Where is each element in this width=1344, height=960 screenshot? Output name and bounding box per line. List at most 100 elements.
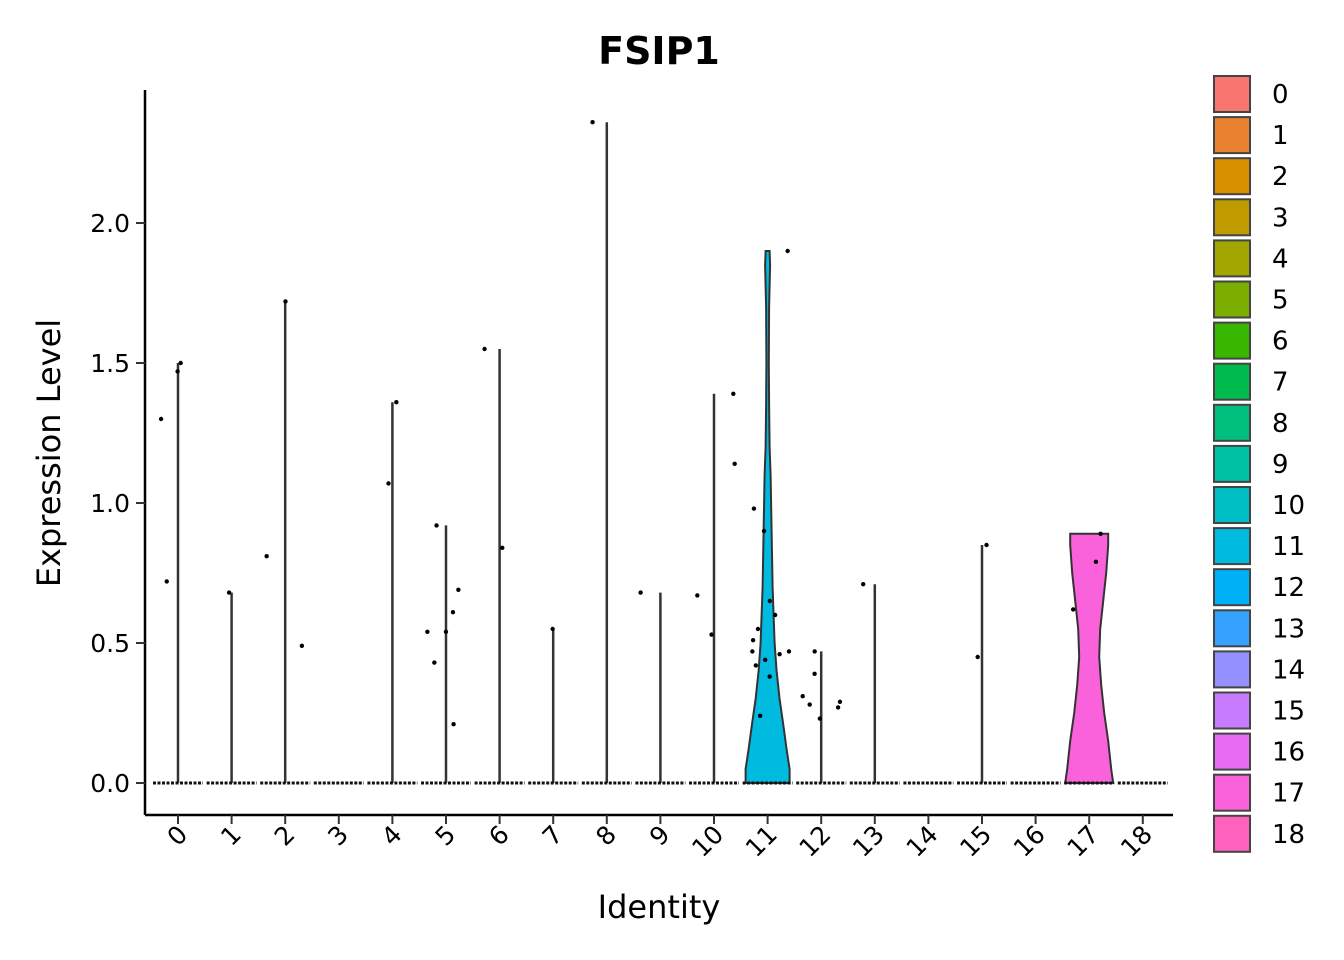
x-tick-label: 5 <box>429 820 461 852</box>
data-point <box>695 593 700 598</box>
data-point <box>456 587 461 592</box>
legend-swatch-12 <box>1213 568 1251 607</box>
y-tick-label: 0.5 <box>90 629 130 658</box>
x-tick-label: 4 <box>376 820 408 852</box>
legend-label-4: 4 <box>1272 244 1289 274</box>
data-point <box>812 671 817 676</box>
data-point <box>450 610 456 615</box>
data-point <box>860 582 866 587</box>
data-point <box>786 649 792 654</box>
data-point <box>394 400 399 405</box>
data-point <box>763 657 768 662</box>
data-point <box>1093 559 1099 564</box>
legend-swatch-10 <box>1213 486 1251 524</box>
data-point <box>753 663 759 668</box>
legend-label-13: 13 <box>1272 614 1305 644</box>
data-point <box>158 416 164 422</box>
x-tick-label: 13 <box>847 820 890 863</box>
legend-swatch-5 <box>1213 280 1251 319</box>
data-point <box>755 626 761 632</box>
y-tick-label: 1.5 <box>90 349 130 378</box>
x-tick-label: 0 <box>161 820 193 852</box>
x-tick-label: 7 <box>537 820 569 852</box>
y-tick-label: 2.0 <box>90 209 130 238</box>
legend-swatch-2 <box>1213 157 1251 196</box>
y-tick-label: 1.0 <box>90 489 130 518</box>
data-point <box>175 369 180 374</box>
legend-swatch-0 <box>1213 75 1251 113</box>
legend-label-12: 12 <box>1272 573 1305 603</box>
x-axis-title: Identity <box>598 888 721 926</box>
data-point <box>750 649 755 654</box>
legend-label-3: 3 <box>1272 203 1289 233</box>
legend-label-1: 1 <box>1272 121 1289 151</box>
data-point <box>807 702 812 707</box>
data-point <box>750 638 756 643</box>
x-tick-label: 2 <box>269 820 301 852</box>
data-point <box>777 652 782 657</box>
data-point <box>785 248 790 254</box>
data-point <box>432 660 437 665</box>
legend-swatch-4 <box>1213 239 1251 278</box>
data-point <box>482 346 487 352</box>
legend-label-18: 18 <box>1272 820 1305 850</box>
y-tick-label: 0.0 <box>90 769 130 798</box>
data-point <box>835 705 841 710</box>
y-axis-title: Expression Level <box>30 319 68 587</box>
data-point <box>264 554 269 559</box>
x-tick-label: 18 <box>1115 820 1158 863</box>
legend-label-11: 11 <box>1272 532 1305 562</box>
data-point <box>500 545 505 550</box>
data-point <box>178 360 183 366</box>
plot-area <box>153 120 1168 785</box>
data-point <box>767 674 772 679</box>
data-point <box>226 590 232 595</box>
x-tick-label: 1 <box>215 820 247 852</box>
data-point <box>772 612 778 618</box>
legend-label-17: 17 <box>1272 779 1305 809</box>
legend-label-2: 2 <box>1272 162 1289 192</box>
x-axis: 0 1 2 3 4 5 6 7 8 9 10 11 12 13 14 15 16 17 18 <box>145 813 1173 863</box>
legend-label-0: 0 <box>1272 80 1289 110</box>
data-point <box>425 629 430 634</box>
x-tick-label: 9 <box>644 820 676 852</box>
data-point <box>451 722 456 727</box>
violin-11 <box>744 250 791 784</box>
legend-label-10: 10 <box>1272 491 1305 521</box>
data-point <box>800 694 805 699</box>
data-point <box>709 632 714 637</box>
legend-swatch-3 <box>1213 198 1251 237</box>
data-point <box>299 643 305 648</box>
data-point <box>975 654 980 660</box>
data-point <box>761 528 767 534</box>
x-tick-label: 15 <box>954 820 997 863</box>
legend-swatch-15 <box>1213 691 1251 730</box>
data-point <box>283 299 288 304</box>
data-point <box>638 590 643 595</box>
data-point <box>731 391 736 396</box>
legend-swatch-14 <box>1213 650 1251 689</box>
data-point <box>837 699 843 704</box>
y-axis: 0.0 0.5 1.0 1.5 2.0 <box>90 90 147 815</box>
legend-swatch-13 <box>1213 609 1251 648</box>
legend-label-16: 16 <box>1272 738 1305 768</box>
legend-swatch-8 <box>1213 403 1251 442</box>
legend-swatch-1 <box>1213 116 1251 155</box>
x-tick-label: 11 <box>740 820 783 863</box>
legend-swatch-16 <box>1213 732 1251 771</box>
chart-title: FSIP1 <box>598 29 720 73</box>
x-tick-label: 10 <box>686 820 729 863</box>
data-point <box>817 716 823 721</box>
data-point <box>1098 531 1103 536</box>
x-tick-label: 14 <box>901 820 944 863</box>
data-point <box>434 523 439 528</box>
data-point <box>812 649 817 654</box>
legend-label-7: 7 <box>1272 368 1289 398</box>
x-tick-label: 12 <box>793 820 836 863</box>
data-point <box>164 579 169 584</box>
x-tick-label: 3 <box>322 820 354 852</box>
legend-swatch-17 <box>1213 773 1251 812</box>
data-point <box>757 713 763 718</box>
data-point <box>443 629 449 634</box>
